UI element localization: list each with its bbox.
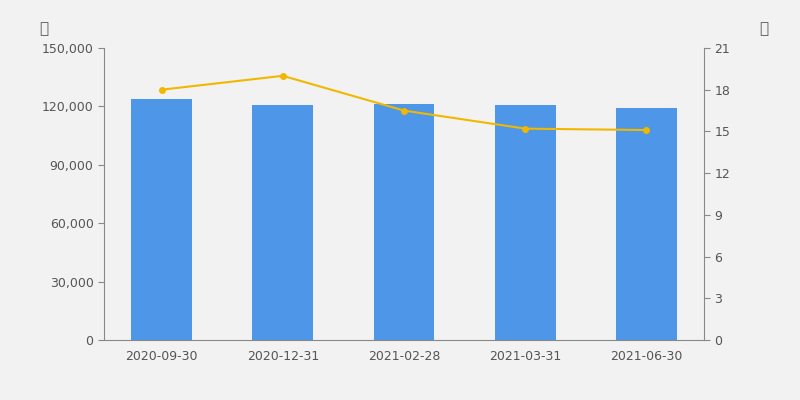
Bar [495,106,555,340]
Bar [616,108,677,340]
Bar [374,104,434,340]
Text: 户: 户 [39,21,49,36]
Text: 元: 元 [759,21,769,36]
Bar [131,99,192,340]
Bar [253,106,313,340]
